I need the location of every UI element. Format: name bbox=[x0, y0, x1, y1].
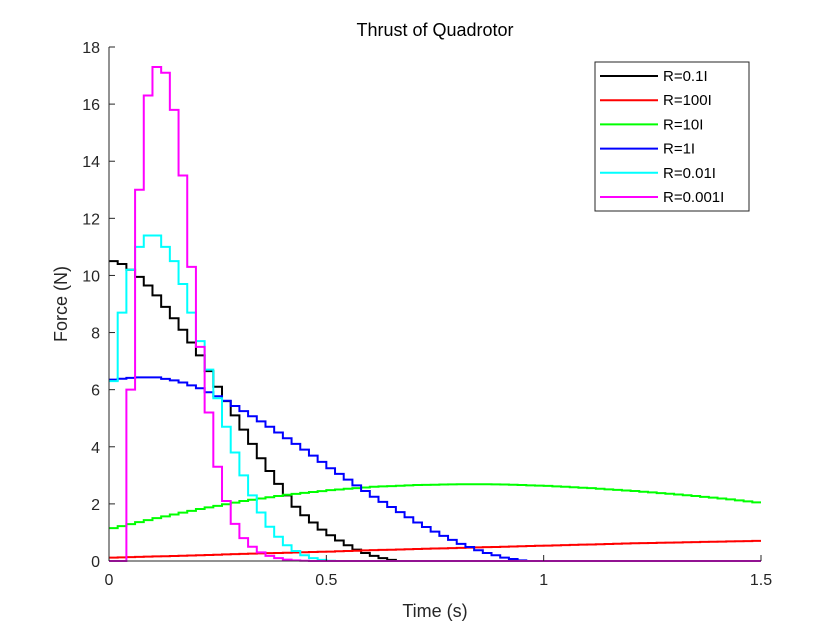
legend-label: R=1I bbox=[663, 141, 695, 158]
legend-label: R=10I bbox=[663, 116, 703, 133]
y-tick-label: 10 bbox=[82, 268, 100, 285]
legend-label: R=100I bbox=[663, 92, 712, 109]
legend-label: R=0.01I bbox=[663, 165, 716, 182]
y-tick-label: 14 bbox=[82, 154, 100, 171]
x-tick-label: 0 bbox=[105, 572, 114, 589]
series-line-3 bbox=[109, 483, 761, 530]
x-ticks: 0 0.5 1 1.5 bbox=[105, 555, 772, 589]
legend-box bbox=[594, 61, 750, 212]
legend: R=0.1I R=100I R=10I R=1I R=0.01I R=0.001I bbox=[594, 61, 750, 212]
y-tick-label: 12 bbox=[82, 211, 100, 228]
x-tick-label: 1.5 bbox=[750, 572, 772, 589]
legend-label: R=0.1I bbox=[663, 68, 708, 85]
y-tick-label: 16 bbox=[82, 97, 100, 114]
axes bbox=[108, 47, 761, 562]
legend-label: R=0.001I bbox=[663, 189, 724, 206]
x-axis-title: Time (s) bbox=[402, 601, 467, 621]
x-tick-label: 0.5 bbox=[315, 572, 337, 589]
y-axis-title: Force (N) bbox=[51, 266, 71, 342]
y-tick-label: 2 bbox=[91, 497, 100, 514]
x-tick-label: 1 bbox=[539, 572, 548, 589]
y-ticks: 0 2 4 6 8 10 12 14 16 18 bbox=[82, 40, 115, 571]
y-tick-label: 8 bbox=[91, 326, 100, 343]
chart-title: Thrust of Quadrotor bbox=[356, 20, 513, 40]
y-tick-label: 4 bbox=[91, 440, 100, 457]
y-tick-label: 6 bbox=[91, 383, 100, 400]
y-tick-label: 18 bbox=[82, 40, 100, 57]
y-tick-label: 0 bbox=[91, 554, 100, 571]
series-line-2 bbox=[109, 539, 761, 559]
